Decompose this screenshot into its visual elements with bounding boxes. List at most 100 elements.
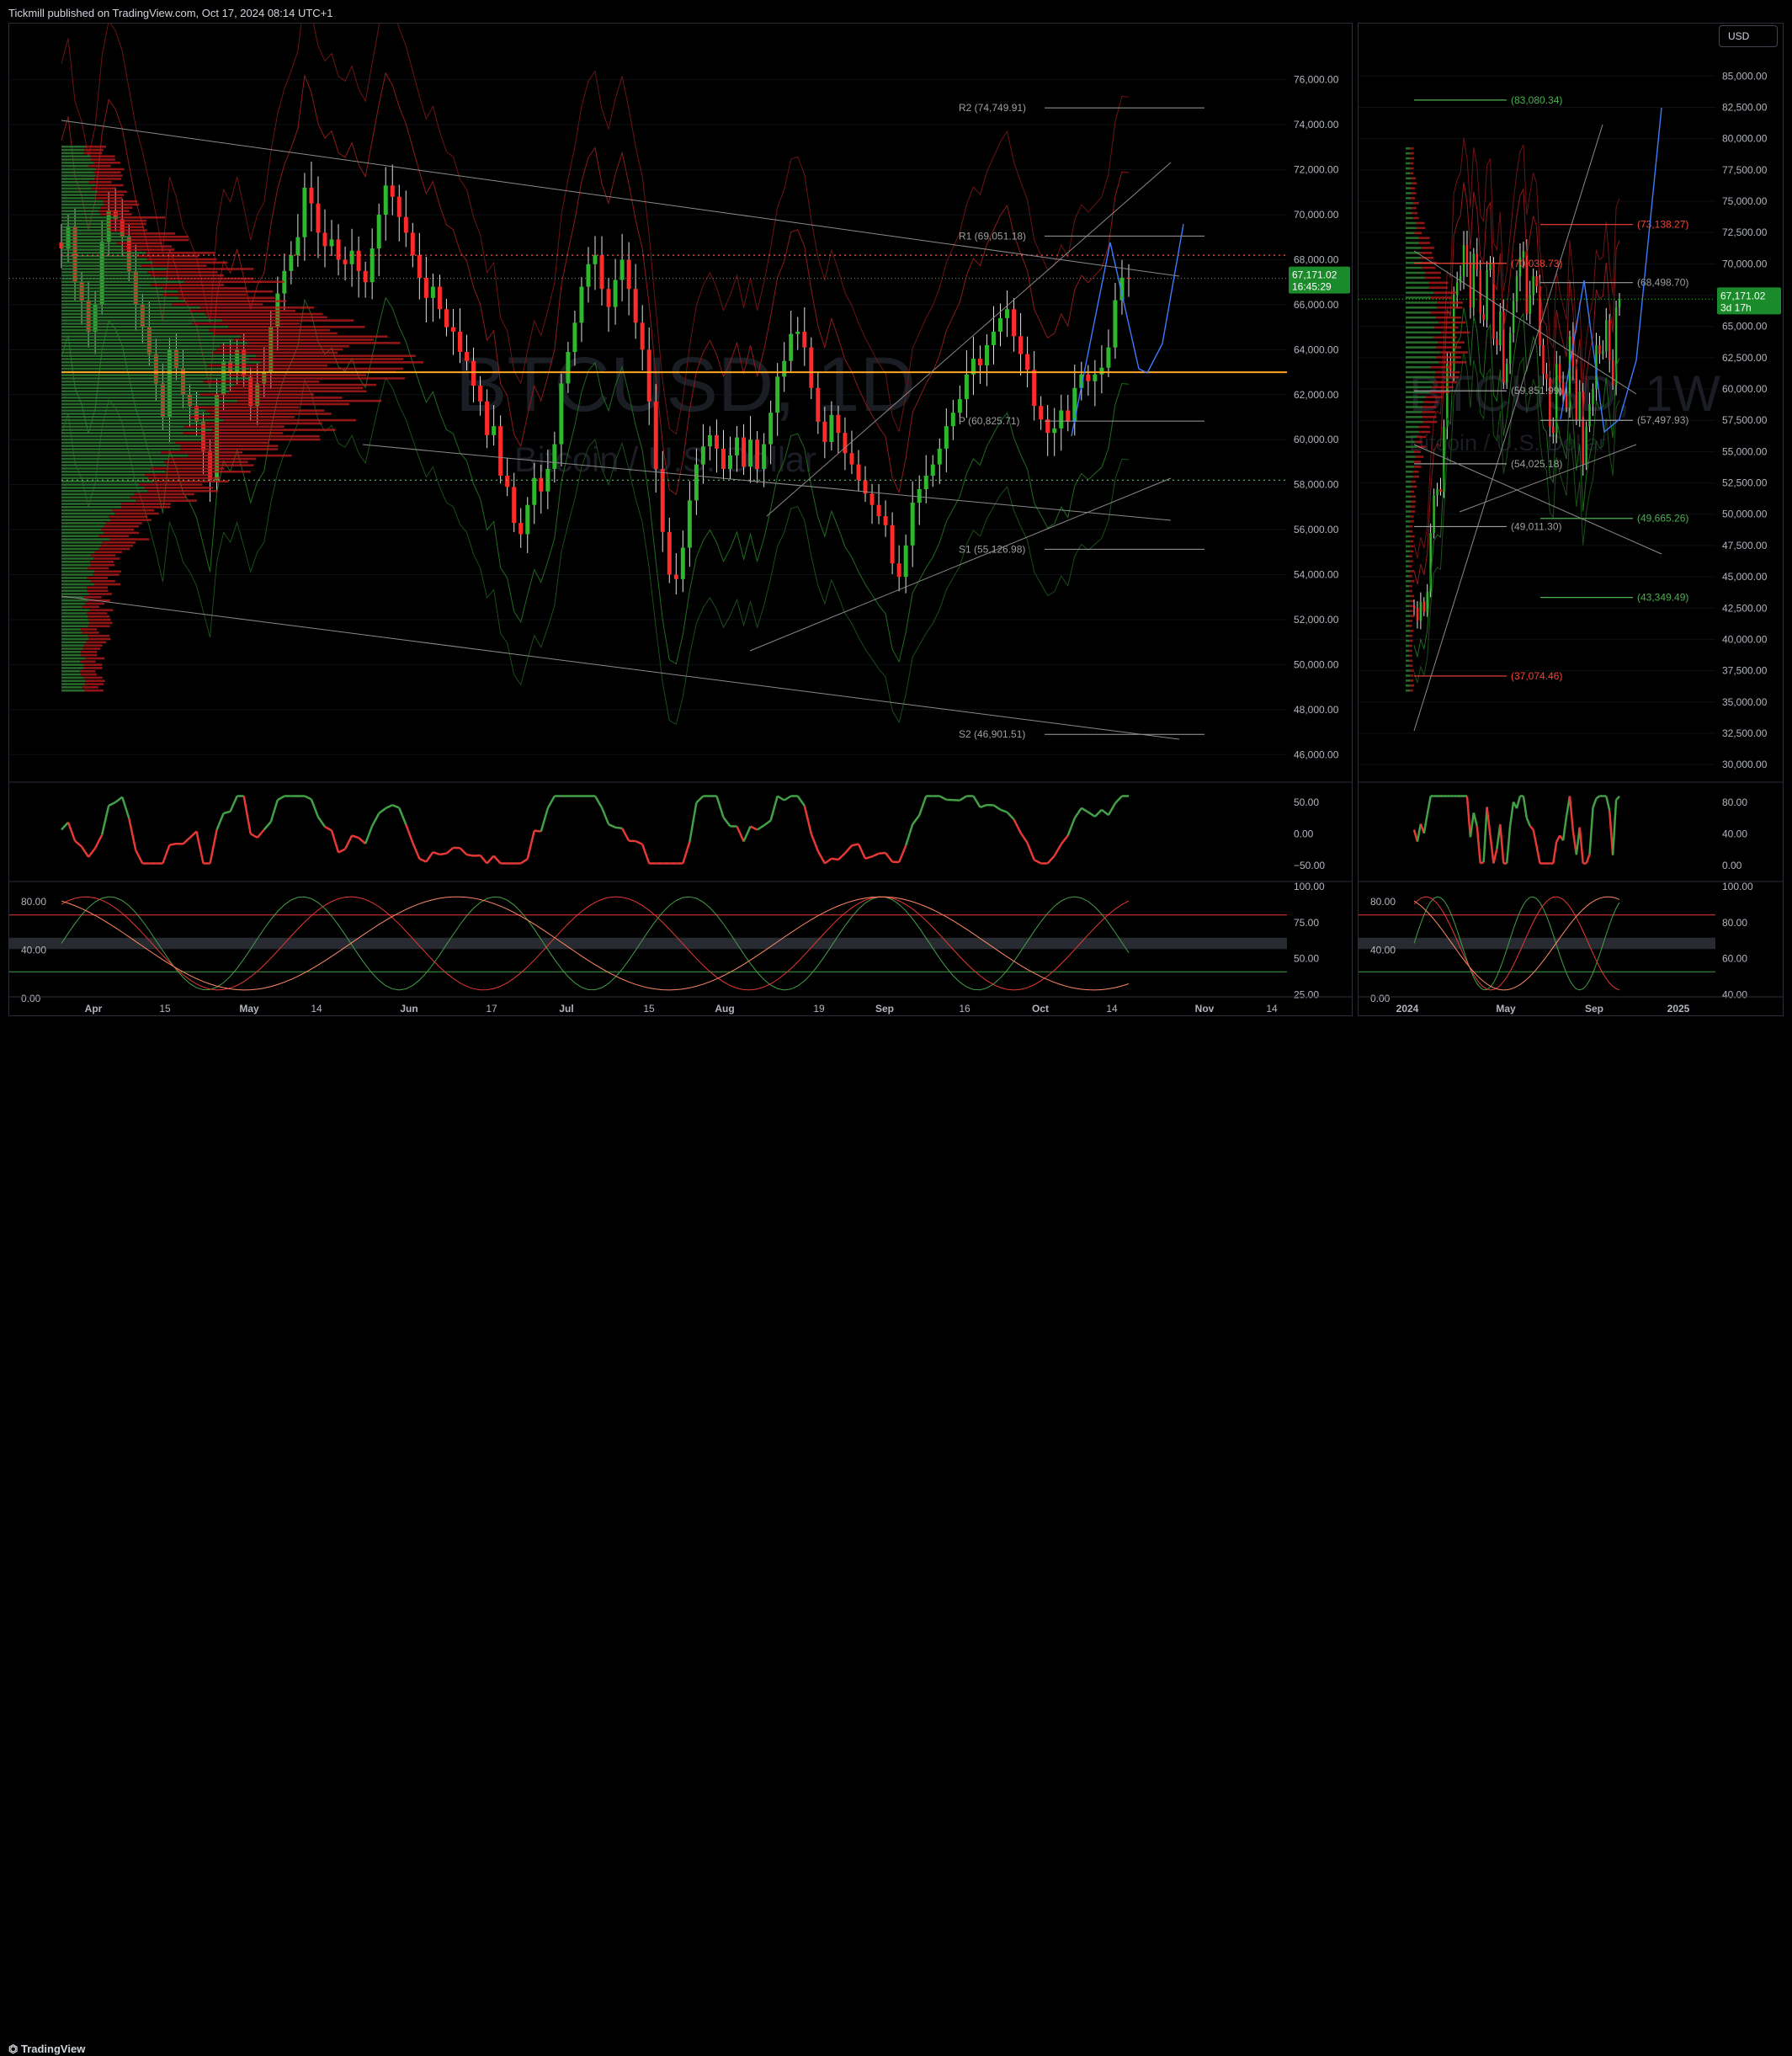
volume-profile-sell bbox=[135, 493, 194, 496]
oscillator-segment bbox=[778, 796, 784, 801]
oscillator-tick-label: 80.00 bbox=[1722, 796, 1747, 808]
volume-profile-buy bbox=[1406, 555, 1409, 557]
volume-profile-sell bbox=[104, 532, 139, 535]
volume-profile-buy bbox=[1406, 450, 1414, 453]
volume-profile-sell bbox=[82, 606, 99, 609]
volume-profile-sell bbox=[1410, 630, 1413, 632]
volume-profile-buy bbox=[61, 638, 88, 641]
volume-profile-sell bbox=[229, 374, 366, 376]
candle-body bbox=[438, 287, 442, 310]
price-tick-label: 62,000.00 bbox=[1294, 389, 1339, 401]
volume-profile-sell bbox=[1411, 580, 1415, 583]
candle-body bbox=[316, 204, 320, 233]
volume-profile-sell bbox=[181, 445, 279, 447]
oscillator-segment bbox=[993, 805, 1000, 809]
volume-profile-sell bbox=[1413, 202, 1419, 205]
volume-profile-sell bbox=[152, 467, 225, 470]
price-tick-label: 40,000.00 bbox=[1722, 633, 1768, 645]
volume-profile-buy bbox=[1406, 610, 1410, 612]
candle-body bbox=[1532, 276, 1534, 295]
oscillator-segment bbox=[1537, 846, 1540, 863]
candle-body bbox=[1559, 364, 1561, 382]
oscillator-segment bbox=[683, 842, 689, 864]
candle-body bbox=[870, 493, 875, 504]
candle-body bbox=[1566, 395, 1567, 407]
oscillator-segment bbox=[217, 813, 224, 830]
oscillator-segment bbox=[1001, 810, 1008, 812]
volume-profile-sell bbox=[100, 213, 132, 216]
candle-body bbox=[965, 375, 969, 399]
volume-profile-buy bbox=[61, 445, 181, 447]
oscillator-segment bbox=[1428, 796, 1431, 815]
oscillator-segment bbox=[751, 826, 758, 829]
candle-body bbox=[1113, 301, 1117, 348]
volume-profile-buy bbox=[1406, 322, 1438, 324]
time-tick-label: Jul bbox=[559, 1003, 573, 1015]
price-tick-label: 52,000.00 bbox=[1294, 614, 1339, 626]
volume-profile-buy bbox=[61, 570, 94, 573]
volume-profile-buy bbox=[1406, 520, 1410, 523]
candle-body bbox=[1012, 309, 1016, 336]
volume-profile-sell bbox=[82, 647, 100, 650]
candle-body bbox=[931, 465, 935, 476]
volume-profile-sell bbox=[1410, 520, 1413, 523]
volume-profile-sell bbox=[1412, 496, 1416, 498]
volume-profile-sell bbox=[1410, 690, 1413, 692]
volume-profile-buy bbox=[1406, 416, 1422, 418]
volume-profile-buy bbox=[1406, 197, 1411, 200]
volume-profile-buy bbox=[61, 690, 84, 692]
volume-profile-sell bbox=[1416, 455, 1424, 458]
currency-button[interactable]: USD bbox=[1719, 25, 1778, 47]
volume-profile-sell bbox=[1419, 431, 1430, 434]
volume-profile-sell bbox=[1410, 530, 1413, 533]
oscillator-segment bbox=[521, 859, 528, 863]
candle-body bbox=[1072, 388, 1077, 422]
time-tick-label: 19 bbox=[813, 1003, 825, 1015]
price-tick-label: 60,000.00 bbox=[1722, 383, 1768, 395]
candle-body bbox=[715, 435, 719, 449]
volume-profile-buy bbox=[61, 612, 87, 615]
volume-profile-sell bbox=[1409, 575, 1412, 578]
volume-profile-buy bbox=[61, 551, 95, 554]
volume-profile-sell bbox=[188, 455, 291, 457]
volume-profile-sell bbox=[90, 561, 114, 563]
candle-body bbox=[451, 328, 455, 332]
volume-profile-buy bbox=[1406, 336, 1433, 338]
volume-profile-buy bbox=[1406, 202, 1413, 205]
volume-profile-buy bbox=[61, 525, 104, 528]
time-tick-label: May bbox=[239, 1003, 259, 1015]
volume-profile-sell bbox=[102, 541, 136, 544]
oscillator-segment bbox=[392, 805, 399, 807]
volume-profile-sell bbox=[1410, 162, 1413, 165]
level-label: (73,138.27) bbox=[1637, 219, 1688, 231]
candle-body bbox=[1093, 375, 1097, 381]
volume-profile-sell bbox=[85, 603, 104, 605]
volume-profile-buy bbox=[61, 232, 124, 235]
volume-profile-sell bbox=[131, 239, 189, 242]
oscillator-segment bbox=[109, 802, 115, 806]
candle-body bbox=[1605, 320, 1607, 351]
weekly-chart-svg[interactable]: 85,000.0082,500.0080,000.0077,500.0075,0… bbox=[1359, 24, 1783, 1015]
level-label: (54,025.18) bbox=[1511, 458, 1562, 470]
oscillator-segment bbox=[865, 856, 872, 859]
candle-body bbox=[289, 255, 293, 271]
volume-profile-sell bbox=[108, 223, 146, 226]
volume-profile-sell bbox=[1423, 401, 1438, 403]
volume-profile-sell bbox=[80, 660, 95, 663]
volume-profile-buy bbox=[61, 280, 184, 283]
volume-profile-buy bbox=[1406, 351, 1440, 354]
volume-profile-sell bbox=[1440, 351, 1468, 354]
volume-profile-sell bbox=[1414, 466, 1421, 468]
stoch-right-tick: 60.00 bbox=[1722, 953, 1747, 965]
candle-body bbox=[1423, 602, 1425, 612]
volume-profile-sell bbox=[1422, 416, 1436, 418]
volume-profile-sell bbox=[83, 596, 101, 599]
daily-chart-svg[interactable]: 76,000.0074,000.0072,000.0070,000.0068,0… bbox=[9, 24, 1352, 1015]
volume-profile-sell bbox=[237, 400, 381, 402]
oscillator-segment bbox=[278, 796, 284, 801]
candle-body bbox=[478, 386, 482, 402]
volume-profile-sell bbox=[1436, 317, 1461, 319]
volume-profile-buy bbox=[1406, 232, 1414, 234]
